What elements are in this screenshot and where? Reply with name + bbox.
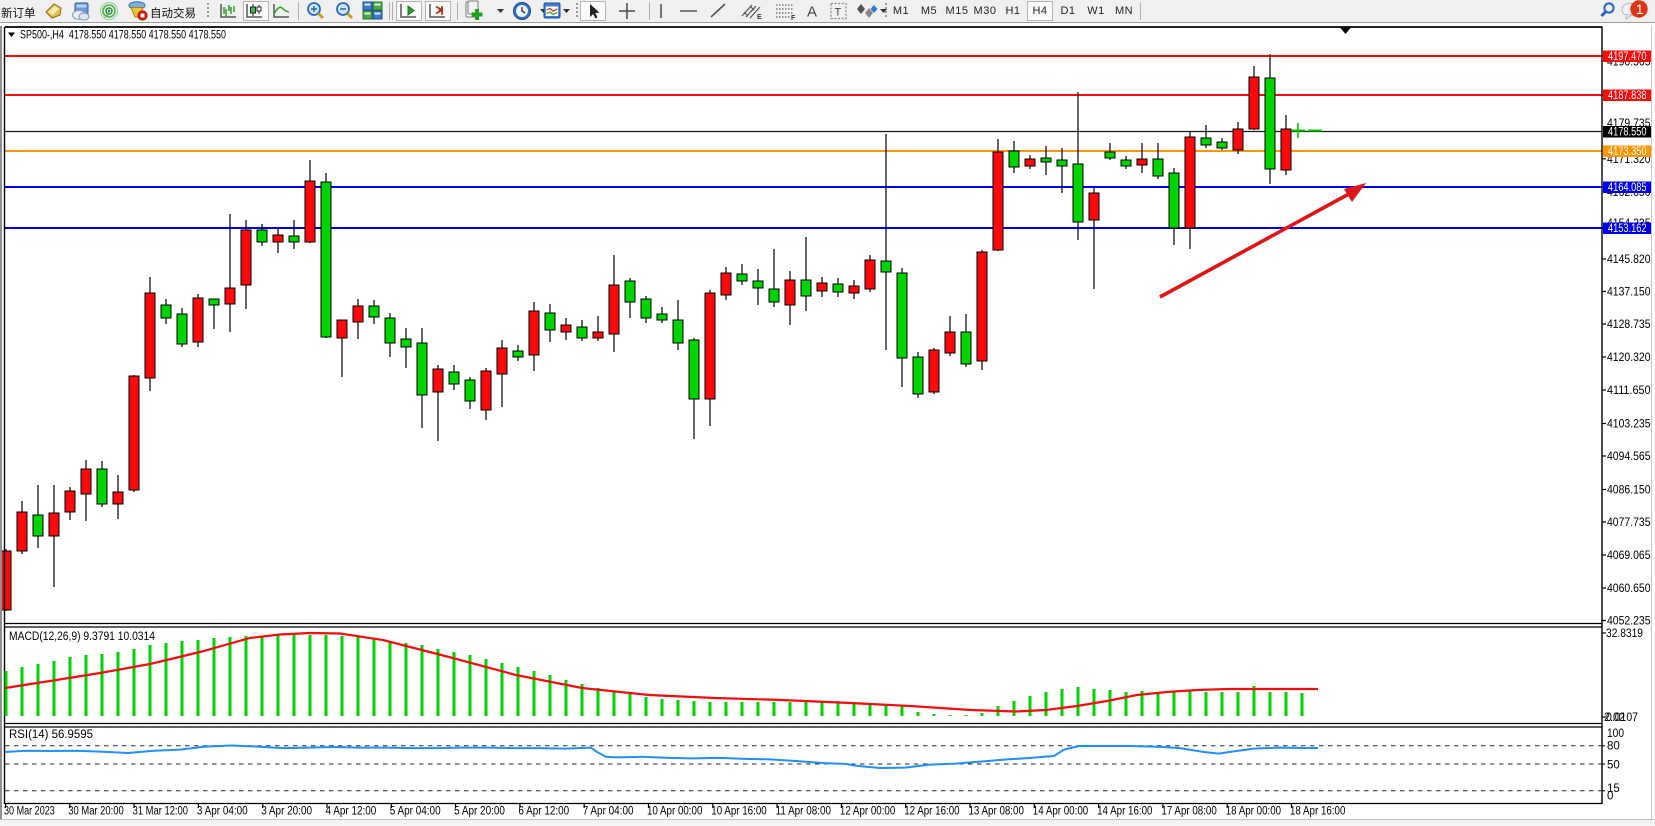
svg-text:4120.320: 4120.320 — [1607, 352, 1651, 364]
svg-text:100: 100 — [1607, 728, 1624, 740]
svg-text:4153.162: 4153.162 — [1608, 223, 1647, 235]
svg-text:32.8319: 32.8319 — [1606, 628, 1643, 640]
svg-text:SP500-,H4 4178.550 4178.550 4: SP500-,H4 4178.550 4178.550 4178.550 417… — [20, 30, 226, 42]
svg-text:30 Mar 2023: 30 Mar 2023 — [4, 806, 55, 818]
svg-text:18 Apr 16:00: 18 Apr 16:00 — [1290, 806, 1345, 818]
svg-text:F: F — [791, 15, 796, 22]
svg-text:11 Apr 08:00: 11 Apr 08:00 — [776, 806, 831, 818]
svg-text:10 Apr 16:00: 10 Apr 16:00 — [711, 806, 766, 818]
svg-text:5 Apr 20:00: 5 Apr 20:00 — [454, 806, 505, 818]
svg-text:MACD(12,26,9) 9.3791 10.0314: MACD(12,26,9) 9.3791 10.0314 — [9, 631, 156, 643]
svg-text:4145.820: 4145.820 — [1607, 254, 1651, 266]
svg-text:7 Apr 04:00: 7 Apr 04:00 — [583, 806, 634, 818]
svg-text:4173.350: 4173.350 — [1608, 146, 1647, 158]
svg-text:2.02: 2.02 — [1604, 712, 1625, 724]
svg-text:10 Apr 00:00: 10 Apr 00:00 — [647, 806, 702, 818]
svg-text:18 Apr 00:00: 18 Apr 00:00 — [1226, 806, 1281, 818]
svg-text:4077.735: 4077.735 — [1607, 517, 1651, 529]
svg-text:4187.838: 4187.838 — [1608, 90, 1647, 102]
svg-text:50: 50 — [1607, 760, 1620, 772]
svg-text:31 Mar 12:00: 31 Mar 12:00 — [133, 806, 188, 818]
svg-text:3 Apr 20:00: 3 Apr 20:00 — [261, 806, 312, 818]
svg-text:4103.235: 4103.235 — [1607, 419, 1651, 431]
svg-text:4197.470: 4197.470 — [1608, 51, 1647, 63]
svg-text:5 Apr 04:00: 5 Apr 04:00 — [390, 806, 441, 818]
svg-text:E: E — [757, 14, 762, 21]
svg-text:17 Apr 08:00: 17 Apr 08:00 — [1161, 806, 1216, 818]
svg-text:30 Mar 20:00: 30 Mar 20:00 — [68, 806, 123, 818]
svg-text:T: T — [835, 7, 842, 19]
svg-text:4069.065: 4069.065 — [1607, 550, 1651, 562]
svg-text:80: 80 — [1607, 741, 1620, 753]
svg-text:4164.085: 4164.085 — [1608, 182, 1647, 194]
svg-text:4052.235: 4052.235 — [1607, 616, 1651, 628]
svg-text:12 Apr 00:00: 12 Apr 00:00 — [840, 806, 895, 818]
svg-text:4111.650: 4111.650 — [1607, 385, 1651, 397]
svg-text:15: 15 — [1607, 783, 1620, 795]
svg-text:4060.650: 4060.650 — [1607, 583, 1651, 595]
svg-text:14 Apr 16:00: 14 Apr 16:00 — [1097, 806, 1152, 818]
svg-text:RSI(14) 56.9595: RSI(14) 56.9595 — [9, 729, 93, 741]
svg-text:0.0107: 0.0107 — [1606, 712, 1638, 724]
svg-text:4086.150: 4086.150 — [1607, 485, 1651, 497]
svg-text:0: 0 — [1607, 791, 1613, 803]
svg-text:12 Apr 16:00: 12 Apr 16:00 — [904, 806, 959, 818]
svg-text:4128.735: 4128.735 — [1607, 319, 1651, 331]
svg-text:4094.565: 4094.565 — [1607, 451, 1651, 463]
svg-text:13 Apr 08:00: 13 Apr 08:00 — [969, 806, 1024, 818]
svg-text:3 Apr 04:00: 3 Apr 04:00 — [197, 806, 248, 818]
svg-text:14 Apr 00:00: 14 Apr 00:00 — [1033, 806, 1088, 818]
svg-text:4178.550: 4178.550 — [1608, 127, 1647, 139]
svg-text:A: A — [807, 4, 817, 21]
svg-text:1: 1 — [1636, 1, 1644, 17]
svg-text:6 Apr 12:00: 6 Apr 12:00 — [518, 806, 569, 818]
svg-text:4137.150: 4137.150 — [1607, 287, 1651, 299]
svg-text:4 Apr 12:00: 4 Apr 12:00 — [326, 806, 377, 818]
